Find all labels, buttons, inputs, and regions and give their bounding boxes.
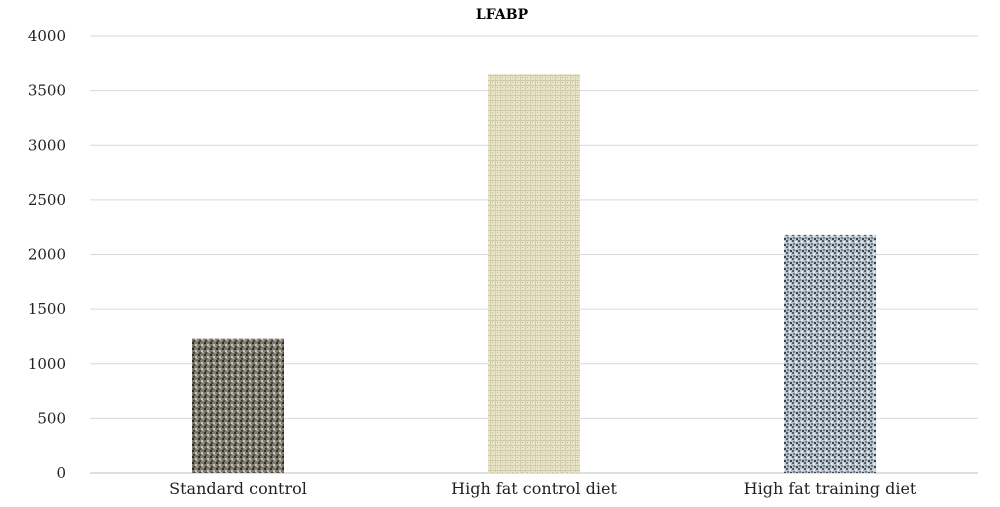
y-tick-label: 4000 xyxy=(28,27,66,45)
y-tick-label: 1000 xyxy=(28,355,66,373)
bar-1 xyxy=(192,338,284,473)
y-tick-label: 1500 xyxy=(28,300,66,318)
bar-2 xyxy=(488,74,580,474)
y-tick-label: 2500 xyxy=(28,191,66,209)
y-tick-label: 500 xyxy=(37,409,66,427)
chart-title: LFABP xyxy=(476,7,529,23)
bars xyxy=(192,74,876,474)
bar-3 xyxy=(784,234,876,473)
y-tick-label: 3000 xyxy=(28,136,66,154)
x-category-label: High fat control diet xyxy=(451,479,617,498)
y-tick-label: 2000 xyxy=(28,246,66,264)
y-axis-tick-labels: 0 500 1000 1500 2000 2500 3000 3500 4000 xyxy=(28,27,66,482)
x-axis-category-labels: Standard control High fat control diet Hig… xyxy=(169,479,917,498)
x-category-label: High fat training diet xyxy=(744,479,917,498)
y-tick-label: 3500 xyxy=(28,82,66,100)
x-category-label: Standard control xyxy=(169,479,307,498)
y-tick-label: 0 xyxy=(56,464,66,482)
